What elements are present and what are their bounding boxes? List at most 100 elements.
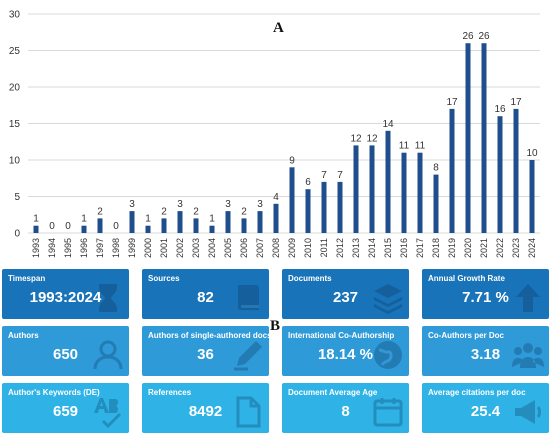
megaphone-icon: [511, 395, 545, 429]
data-label: 16: [494, 104, 506, 115]
data-label: 26: [478, 31, 490, 42]
bar: [273, 203, 279, 233]
x-tick-label: 2007: [255, 238, 265, 258]
x-tick-label: 1997: [95, 238, 105, 258]
book-icon: [231, 281, 265, 315]
data-label: 3: [177, 199, 183, 210]
data-label: 10: [526, 148, 538, 159]
card-timespan: Timespan 1993:2024: [2, 269, 129, 319]
y-tick-label: 30: [9, 10, 21, 21]
hourglass-icon: [91, 281, 125, 315]
x-tick-label: 2018: [431, 238, 441, 258]
card-document-average-age: Document Average Age 8: [282, 383, 409, 433]
data-label: 2: [161, 206, 167, 217]
data-label: 14: [382, 119, 394, 130]
bar: [481, 43, 487, 234]
card-title: Author's Keywords (DE): [8, 388, 100, 397]
card-single-authored-docs: Authors of single-authored docs 36: [142, 326, 269, 376]
y-tick-label: 0: [14, 229, 20, 240]
card-international-co-authorship: International Co-Authorship 18.14 %: [282, 326, 409, 376]
x-tick-label: 2017: [415, 238, 425, 258]
bar: [529, 160, 535, 233]
x-tick-label: 2016: [399, 238, 409, 258]
bar: [401, 152, 407, 233]
x-tick-label: 2012: [335, 238, 345, 258]
card-title: Authors: [8, 331, 39, 340]
document-icon: [231, 395, 265, 429]
bar: [417, 152, 423, 233]
data-label: 4: [273, 192, 279, 203]
bar: [97, 218, 103, 233]
bar: [385, 130, 391, 233]
card-value: 237: [332, 289, 359, 306]
bar: [353, 145, 359, 233]
data-label: 7: [337, 170, 343, 181]
data-label: 11: [415, 141, 426, 152]
card-value: 25.4: [470, 403, 501, 420]
data-label: 3: [225, 199, 231, 210]
keywords-icon: [91, 395, 125, 429]
bar: [497, 116, 503, 233]
y-tick-label: 10: [9, 156, 21, 167]
bar: [209, 225, 215, 233]
card-value: 18.14 %: [317, 346, 374, 363]
data-label: 2: [241, 206, 247, 217]
x-tick-label: 2013: [351, 238, 361, 258]
x-tick-label: 1999: [127, 238, 137, 258]
bar: [81, 225, 87, 233]
card-value: 3.18: [470, 346, 501, 363]
x-tick-label: 2001: [159, 238, 169, 258]
card-value: 8: [341, 403, 350, 420]
publications-bar-chart: 0510152025301199301994019951199621997019…: [9, 10, 540, 258]
data-label: 12: [366, 133, 378, 144]
x-tick-label: 1994: [47, 238, 57, 258]
card-title: Document Average Age: [288, 388, 378, 397]
y-tick-label: 5: [14, 192, 20, 203]
bar: [321, 181, 327, 233]
card-value: 650: [52, 346, 79, 363]
bar: [241, 218, 247, 233]
card-title: References: [148, 388, 192, 397]
card-documents: Documents 237: [282, 269, 409, 319]
panel-label-b: B: [270, 318, 281, 334]
bar: [257, 211, 263, 233]
card-title: Co-Authors per Doc: [428, 331, 504, 340]
card-value: 36: [197, 346, 214, 363]
card-value: 1993:2024: [29, 289, 102, 306]
x-tick-label: 1995: [63, 238, 73, 258]
data-label: 0: [49, 221, 55, 232]
card-value: 659: [52, 403, 79, 420]
data-label: 7: [321, 170, 327, 181]
x-tick-label: 2008: [271, 238, 281, 258]
card-authors-keywords: Author's Keywords (DE) 659: [2, 383, 129, 433]
group-icon: [511, 338, 545, 372]
data-label: 2: [193, 206, 199, 217]
bar: [225, 211, 231, 233]
bar: [177, 211, 183, 233]
data-label: 1: [33, 214, 39, 225]
card-title: Documents: [288, 274, 332, 283]
data-label: 17: [446, 97, 458, 108]
data-label: 3: [257, 199, 263, 210]
panel-label-a: A: [273, 20, 284, 36]
data-label: 1: [81, 214, 87, 225]
card-title: Annual Growth Rate: [428, 274, 505, 283]
x-tick-label: 2020: [463, 238, 473, 258]
x-tick-label: 2004: [207, 238, 217, 258]
x-tick-label: 2014: [367, 238, 377, 258]
card-title: Sources: [148, 274, 180, 283]
card-title: International Co-Authorship: [288, 331, 395, 340]
bar: [161, 218, 167, 233]
data-label: 2: [97, 206, 103, 217]
bar: [337, 181, 343, 233]
x-tick-label: 2024: [527, 238, 537, 258]
card-value: 8492: [188, 403, 223, 420]
card-authors: Authors 650: [2, 326, 129, 376]
bar: [193, 218, 199, 233]
bar: [449, 108, 455, 233]
x-tick-label: 1993: [31, 238, 41, 258]
data-label: 11: [399, 141, 410, 152]
person-icon: [91, 338, 125, 372]
card-title: Timespan: [8, 274, 46, 283]
bar: [433, 174, 439, 233]
